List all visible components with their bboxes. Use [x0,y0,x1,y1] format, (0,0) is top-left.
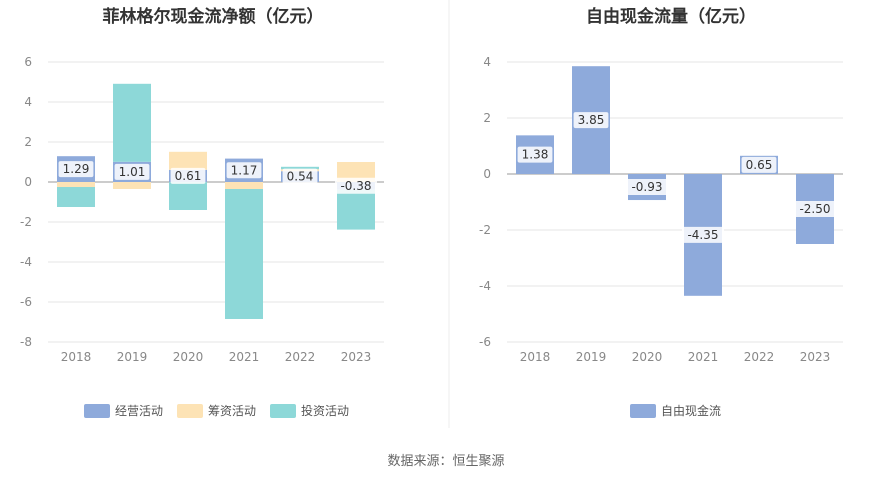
data-label-2022: 0.54 [287,170,314,184]
y-tick-label: 4 [24,95,32,109]
data-label-2018: 1.38 [522,148,549,162]
bar-investing-2020 [169,182,207,210]
y-tick-label: 2 [24,135,32,149]
data-label-bg [335,177,377,194]
x-tick-label: 2022 [744,350,775,364]
y-tick-label: -4 [479,279,491,293]
legend-label-fcf: 自由现金流 [661,403,721,418]
data-label-2021: 1.17 [231,163,258,177]
x-tick-label: 2018 [61,350,92,364]
bar-financing-2021 [225,182,263,189]
y-tick-label: 0 [24,175,32,189]
data-label-bg [170,167,206,184]
x-tick-label: 2021 [229,350,260,364]
x-tick-label: 2020 [173,350,204,364]
data-label-2020: -0.93 [631,180,662,194]
x-tick-label: 2021 [688,350,719,364]
y-tick-label: -6 [20,295,32,309]
data-label-bg [114,163,150,180]
bar-financing-2018 [57,182,95,187]
data-label-2020: 0.61 [175,169,202,183]
bar-investing-2023 [337,189,375,230]
data-label-2023: -2.50 [799,202,830,216]
data-label-2018: 1.29 [63,162,90,176]
data-label-bg [682,226,724,243]
y-tick-label: 2 [483,111,491,125]
data-label-bg [573,112,609,129]
y-tick-label: 6 [24,55,32,69]
bar-investing-2022 [281,166,319,170]
bar-investing-2021 [225,189,263,319]
x-tick-label: 2023 [341,350,372,364]
data-label-2021: -4.35 [687,228,718,242]
free-cash-flow-chart: 自由现金流量（亿元） 4 2 0 -2 -4 -6 2018 2019 2020 2021 2022… [479,6,843,418]
cash-flow-net-chart: 菲林格尔现金流净额（亿元） 6 4 2 0 -2 -4 -6 -8 2018 2019 2020 20… [20,6,384,418]
data-label-2019: 1.01 [119,165,146,179]
data-label-bg [626,179,668,196]
x-tick-label: 2019 [117,350,148,364]
y-tick-label: -2 [20,215,32,229]
bar-investing-2018 [57,187,95,207]
x-tick-label: 2022 [285,350,316,364]
bar-investing-2019 [113,83,151,162]
data-label-bg [226,162,262,179]
legend-swatch-operating [84,404,110,418]
data-label-bg [741,156,777,173]
bar-financing-2023 [337,162,375,182]
legend-label-financing: 筹资活动 [208,404,256,418]
data-label-bg [58,161,94,178]
data-label-2023: -0.38 [340,179,371,193]
y-tick-label: 0 [483,167,491,181]
data-label-2022: 0.65 [746,158,773,172]
legend-free-cash-flow: 自由现金流 [630,403,721,418]
y-tick-label: -8 [20,335,32,349]
y-tick-label: 4 [483,55,491,69]
data-label-bg [282,168,318,185]
legend-swatch-fcf [630,404,656,418]
legend-label-investing: 投资活动 [301,403,349,418]
legend-swatch-investing [270,404,296,418]
y-tick-label: -2 [479,223,491,237]
legend-cash-flow: 经营活动 筹资活动 投资活动 [84,403,349,418]
x-tick-label: 2019 [576,350,607,364]
legend-label-operating: 经营活动 [115,404,163,418]
chart-title-free-cash-flow: 自由现金流量（亿元） [586,6,756,27]
data-source-note: 数据来源：恒生聚源 [387,454,504,469]
bar-financing-2020 [169,151,207,170]
chart-title-cash-flow: 菲林格尔现金流净额（亿元） [103,6,324,27]
bar-financing-2019 [113,182,151,189]
data-label-2019: 3.85 [578,113,605,127]
x-tick-label: 2018 [520,350,551,364]
data-label-bg [794,201,836,217]
y-tick-label: -6 [479,335,491,349]
data-label-bg [517,146,553,163]
legend-swatch-financing [177,404,203,418]
y-tick-label: -4 [20,255,32,269]
x-tick-label: 2020 [632,350,663,364]
x-tick-label: 2023 [800,350,831,364]
